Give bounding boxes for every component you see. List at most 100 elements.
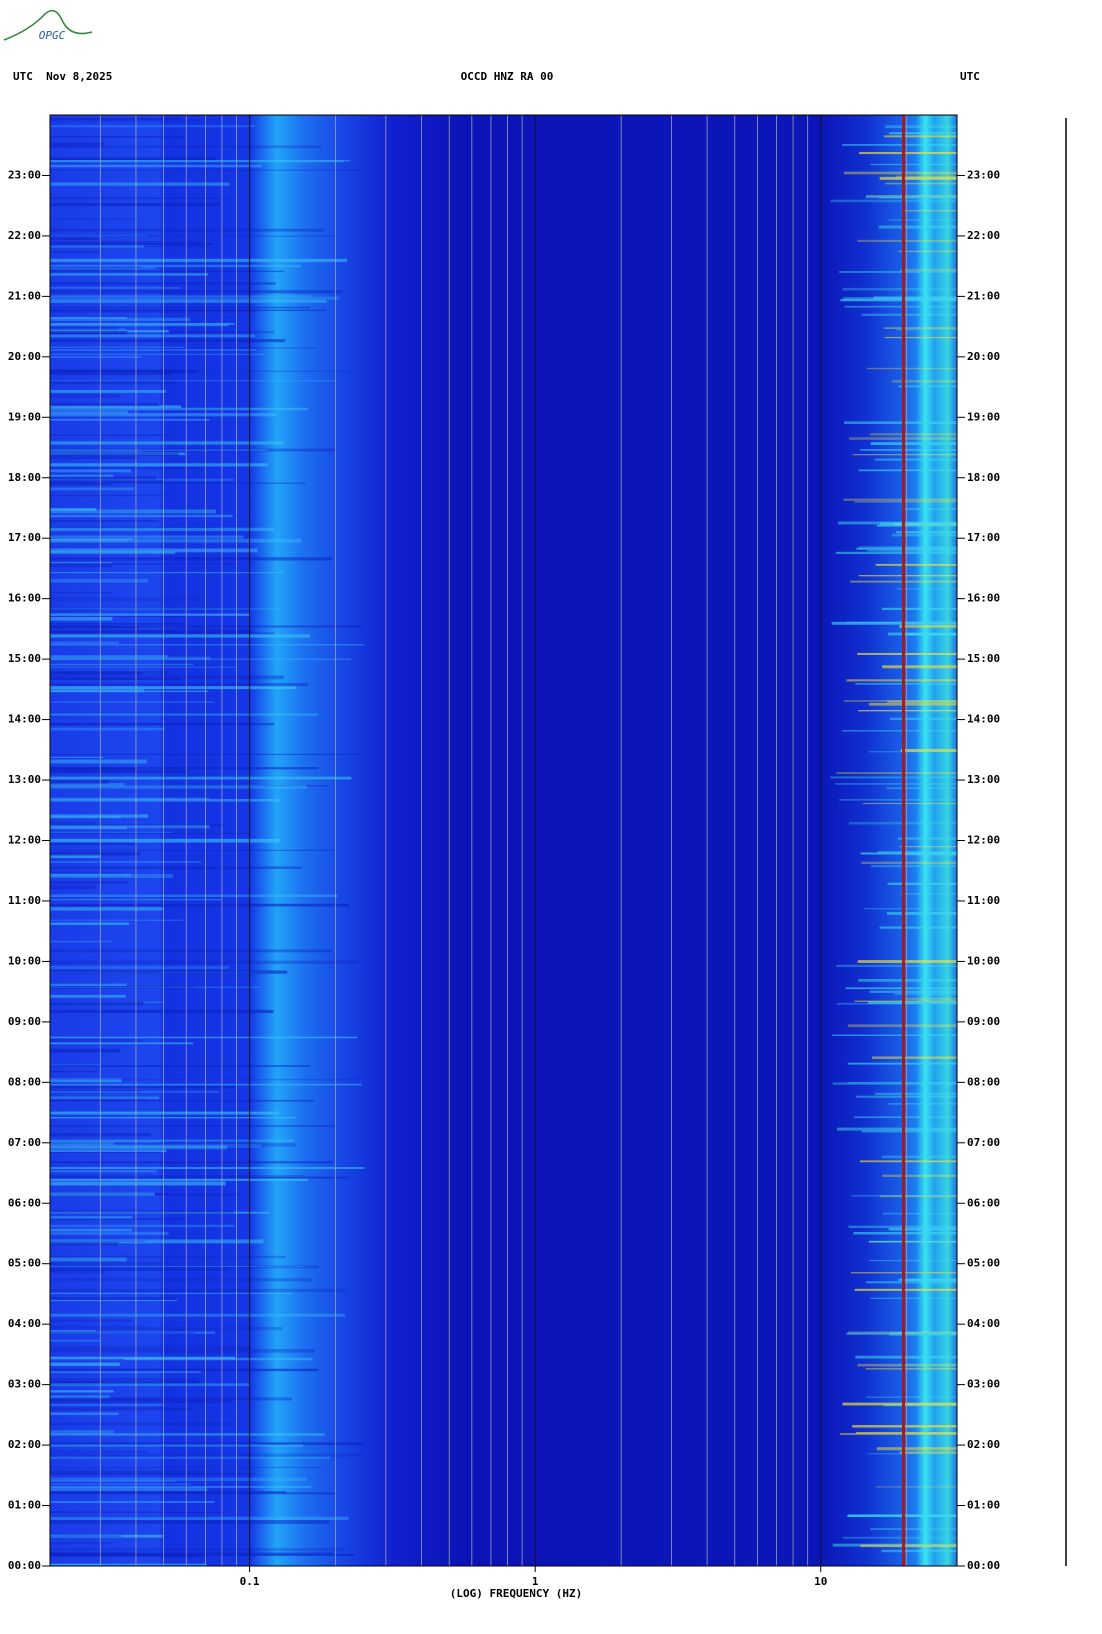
- texture-stripe: [50, 756, 104, 758]
- texture-stripe: [854, 501, 957, 503]
- texture-stripe: [860, 852, 957, 855]
- texture-stripe: [889, 132, 957, 135]
- texture-stripe: [50, 814, 149, 818]
- texture-stripe: [836, 772, 957, 774]
- texture-stripe: [858, 710, 957, 712]
- texture-stripe: [50, 776, 352, 780]
- texture-stripe: [900, 748, 957, 752]
- texture-stripe: [50, 245, 208, 248]
- texture-stripe: [50, 626, 139, 629]
- texture-stripe: [836, 1127, 957, 1131]
- texture-stripe: [875, 563, 957, 566]
- texture-stripe: [870, 864, 957, 868]
- y-tick-label: 11:00: [8, 894, 41, 907]
- texture-stripe: [875, 1486, 957, 1488]
- texture-stripe: [50, 678, 181, 680]
- texture-stripe: [50, 441, 284, 445]
- texture-stripe: [50, 456, 139, 460]
- texture-stripe: [881, 1155, 957, 1159]
- texture-stripe: [840, 1433, 957, 1436]
- texture-stripe: [50, 1535, 122, 1537]
- texture-stripe: [50, 1358, 125, 1361]
- texture-stripe: [50, 701, 214, 703]
- texture-stripe: [50, 1403, 163, 1406]
- texture-stripe: [846, 679, 957, 682]
- texture-stripe: [50, 1111, 279, 1115]
- texture-stripe: [50, 727, 165, 731]
- texture-stripe: [50, 1167, 365, 1169]
- y-tick-label: 08:00: [8, 1075, 41, 1088]
- texture-stripe: [50, 1450, 146, 1453]
- texture-stripe: [50, 1477, 307, 1482]
- texture-stripe: [50, 1383, 250, 1387]
- y-tick-label: 02:00: [967, 1438, 1000, 1451]
- texture-stripe: [50, 478, 235, 481]
- texture-stripe: [870, 1528, 957, 1530]
- texture-stripe: [50, 663, 194, 666]
- y-tick-label: 23:00: [8, 168, 41, 181]
- y-tick-label: 13:00: [8, 773, 41, 786]
- texture-stripe: [50, 871, 123, 874]
- texture-stripe: [843, 700, 957, 702]
- texture-stripe: [50, 1288, 346, 1293]
- texture-stripe: [50, 949, 332, 953]
- texture-stripe: [888, 1227, 957, 1231]
- texture-stripe: [50, 369, 197, 374]
- texture-stripe: [50, 578, 149, 583]
- texture-stripe: [862, 803, 957, 805]
- texture-stripe: [50, 838, 280, 843]
- texture-stripe: [50, 1097, 146, 1101]
- y-tick-label: 12:00: [967, 834, 1000, 847]
- texture-stripe: [866, 195, 957, 197]
- y-tick-label: 03:00: [8, 1378, 41, 1391]
- texture-stripe: [50, 564, 113, 568]
- texture-stripe: [50, 551, 176, 554]
- texture-stripe: [50, 671, 142, 675]
- texture-stripe: [50, 881, 129, 884]
- texture-stripe: [50, 413, 276, 417]
- texture-stripe: [50, 1516, 209, 1518]
- texture-stripe: [50, 389, 166, 393]
- texture-stripe: [50, 1038, 143, 1043]
- texture-stripe: [898, 250, 957, 253]
- texture-stripe: [857, 1363, 957, 1367]
- texture-stripe: [50, 608, 283, 610]
- texture-stripe: [50, 346, 185, 349]
- texture-stripe: [50, 142, 104, 147]
- texture-stripe: [835, 551, 957, 555]
- y-tick-label: 21:00: [967, 289, 1000, 302]
- texture-stripe: [50, 983, 127, 987]
- texture-stripe: [50, 690, 208, 693]
- texture-stripe: [50, 264, 302, 268]
- texture-stripe: [50, 218, 137, 220]
- texture-stripe: [50, 1139, 294, 1142]
- texture-stripe: [50, 449, 268, 451]
- texture-stripe: [50, 339, 286, 343]
- texture-stripe: [50, 1036, 358, 1039]
- texture-stripe: [50, 487, 135, 491]
- texture-stripe: [50, 1078, 122, 1083]
- texture-stripe: [50, 1299, 178, 1302]
- texture-stripe: [50, 145, 322, 149]
- texture-stripe: [50, 1380, 200, 1385]
- texture-stripe: [50, 1216, 133, 1220]
- texture-stripe: [50, 334, 255, 338]
- texture-stripe: [839, 270, 957, 273]
- texture-stripe: [885, 182, 957, 185]
- texture-stripe: [50, 797, 209, 800]
- texture-stripe: [50, 1348, 315, 1353]
- texture-stripe: [855, 683, 957, 685]
- y-tick-label: 22:00: [967, 229, 1000, 242]
- texture-stripe: [50, 866, 302, 869]
- texture-stripe: [50, 526, 218, 528]
- texture-stripe: [50, 675, 284, 680]
- texture-stripe: [867, 1453, 957, 1455]
- texture-stripe: [50, 266, 142, 268]
- texture-stripe: [50, 1096, 160, 1100]
- texture-stripe: [50, 296, 340, 300]
- texture-stripe: [860, 1544, 957, 1548]
- texture-stripe: [50, 1070, 97, 1073]
- y-tick-label: 17:00: [8, 531, 41, 544]
- texture-stripe: [50, 1090, 220, 1093]
- texture-stripe: [50, 160, 351, 162]
